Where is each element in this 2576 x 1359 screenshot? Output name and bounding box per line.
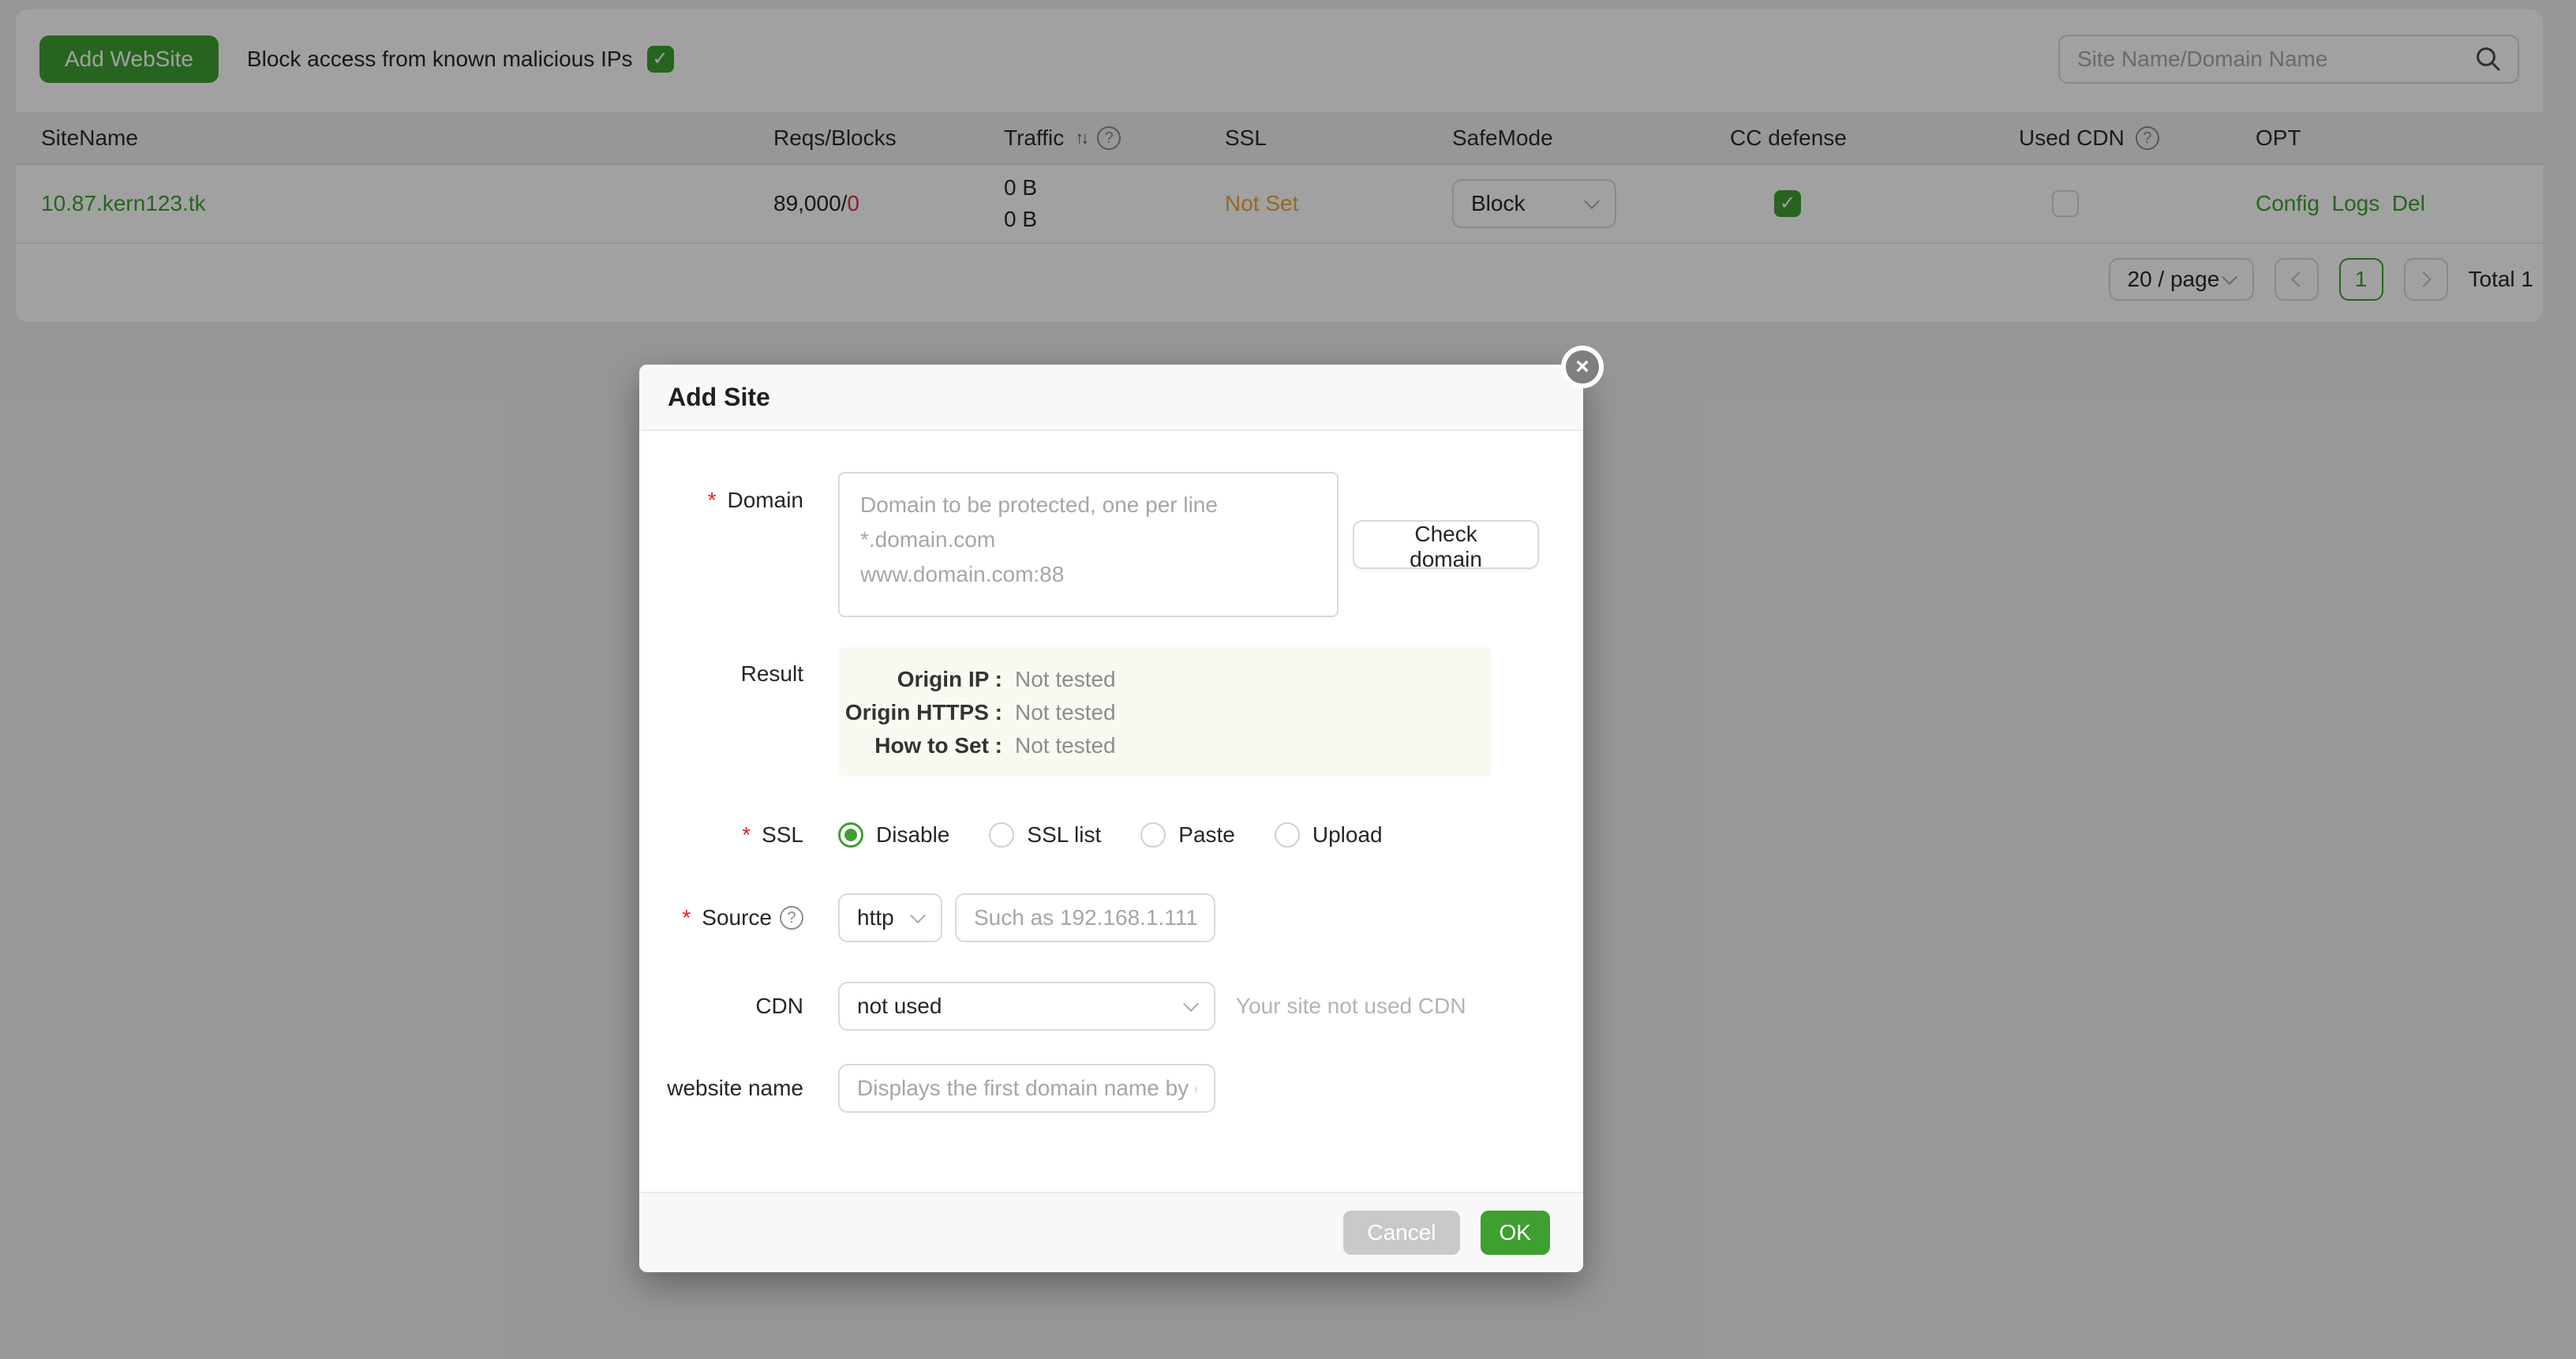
- pagination: 20 / page 1 Total 1: [16, 244, 2543, 301]
- ssl-option-paste[interactable]: Paste: [1140, 822, 1235, 848]
- required-asterisk: *: [682, 905, 691, 930]
- source-protocol-select[interactable]: http: [838, 893, 942, 942]
- blocks-count: 0: [847, 191, 859, 215]
- cc-defense-checkbox[interactable]: ✓: [1774, 190, 1801, 217]
- search-icon[interactable]: [2475, 46, 2502, 73]
- ssl-option-disable[interactable]: Disable: [838, 822, 949, 848]
- modal-body: * Domain Check domain Result Origin IP :…: [639, 431, 1583, 1192]
- cdn-help-icon[interactable]: ?: [2135, 125, 2159, 150]
- cdn-label: CDN: [755, 994, 803, 1018]
- traffic-cell: 0 B 0 B: [979, 164, 1200, 244]
- site-name-link[interactable]: 10.87.kern123.tk: [41, 191, 206, 215]
- logs-link[interactable]: Logs: [2331, 191, 2380, 215]
- prev-page-button[interactable]: [2274, 258, 2319, 301]
- domain-label: * Domain: [707, 488, 803, 512]
- check-domain-button[interactable]: Check domain: [1353, 520, 1539, 571]
- chevron-down-icon: [1183, 996, 1199, 1013]
- cancel-button[interactable]: Cancel: [1343, 1211, 1460, 1255]
- required-asterisk: *: [742, 822, 751, 847]
- block-malicious-toggle: Block access from known malicious IPs ✓: [247, 46, 674, 73]
- sites-panel: Add WebSite Block access from known mali…: [16, 9, 2543, 322]
- radio-icon: [1274, 822, 1300, 848]
- add-site-modal: × Add Site * Domain Check domain Result: [639, 346, 1604, 1272]
- check-result-box: Origin IP : Not tested Origin HTTPS : No…: [838, 647, 1492, 777]
- ssl-label: * SSL: [742, 822, 803, 847]
- ssl-option-upload[interactable]: Upload: [1274, 822, 1383, 848]
- source-label: * Source ?: [639, 905, 803, 930]
- source-help-icon[interactable]: ?: [780, 906, 803, 930]
- ssl-row: * SSL Disable SSL list Paste: [639, 821, 1539, 849]
- ok-button[interactable]: OK: [1480, 1211, 1550, 1255]
- domain-row: * Domain Check domain: [639, 472, 1539, 617]
- block-malicious-label: Block access from known malicious IPs: [246, 47, 633, 71]
- col-opt: OPT: [2230, 112, 2543, 164]
- radio-icon: [989, 822, 1015, 848]
- result-label: Result: [740, 661, 803, 686]
- how-to-set-row: How to Set : Not tested: [874, 733, 1116, 758]
- close-icon[interactable]: ×: [1561, 346, 1604, 388]
- opt-cell: Config Logs Del: [2230, 164, 2543, 244]
- current-page[interactable]: 1: [2338, 258, 2383, 301]
- sites-table: SiteName Reqs/Blocks Traffic ↑↓ ? SSL Sa…: [16, 112, 2543, 244]
- page-size-select[interactable]: 20 / page: [2108, 258, 2254, 301]
- safemode-select[interactable]: Block: [1452, 179, 1616, 228]
- domain-textarea[interactable]: [838, 472, 1339, 617]
- sort-icon[interactable]: ↑↓: [1075, 127, 1089, 148]
- radio-icon: [1140, 822, 1166, 848]
- reqs-blocks-cell: 89,000/0: [748, 164, 979, 244]
- origin-https-row: Origin HTTPS : Not tested: [844, 700, 1116, 724]
- used-cdn-checkbox[interactable]: [2052, 190, 2079, 217]
- result-row: Result Origin IP : Not tested Origin HTT…: [639, 647, 1539, 777]
- total-count: Total 1: [2468, 267, 2534, 291]
- del-link[interactable]: Del: [2391, 191, 2425, 215]
- website-name-label: website name: [667, 1076, 803, 1100]
- col-traffic: Traffic ↑↓ ?: [979, 112, 1200, 164]
- chevron-down-icon: [910, 908, 926, 924]
- website-name-input[interactable]: [838, 1064, 1215, 1113]
- col-sitename: SiteName: [16, 112, 748, 164]
- ssl-option-ssl-list[interactable]: SSL list: [989, 822, 1101, 848]
- modal-header: Add Site: [639, 365, 1583, 431]
- col-ssl: SSL: [1200, 112, 1427, 164]
- source-address-input[interactable]: [955, 893, 1215, 942]
- modal-footer: Cancel OK: [639, 1192, 1583, 1272]
- ssl-radio-group: Disable SSL list Paste Upload: [838, 821, 1383, 849]
- col-used-cdn: Used CDN ?: [1994, 112, 2230, 164]
- toolbar: Add WebSite Block access from known mali…: [16, 9, 2543, 112]
- origin-ip-row: Origin IP : Not tested: [897, 667, 1116, 691]
- modal-title: Add Site: [668, 382, 770, 411]
- table-header-row: SiteName Reqs/Blocks Traffic ↑↓ ? SSL Sa…: [16, 112, 2543, 164]
- traffic-help-icon[interactable]: ?: [1097, 125, 1121, 150]
- col-safemode: SafeMode: [1427, 112, 1705, 164]
- config-link[interactable]: Config: [2256, 191, 2320, 215]
- block-malicious-checkbox[interactable]: ✓: [646, 46, 674, 73]
- source-row: * Source ? http: [639, 893, 1539, 942]
- website-name-row: website name: [639, 1064, 1539, 1113]
- table-row: 10.87.kern123.tk 89,000/0 0 B 0 B Not Se…: [16, 164, 2543, 244]
- required-asterisk: *: [707, 488, 717, 512]
- radio-selected-icon: [838, 822, 863, 848]
- cdn-hint: Your site not used CDN: [1236, 994, 1466, 1018]
- add-website-button[interactable]: Add WebSite: [39, 36, 219, 83]
- col-reqs-blocks: Reqs/Blocks: [748, 112, 979, 164]
- col-cc-defense: CC defense: [1705, 112, 1994, 164]
- ssl-status: Not Set: [1225, 191, 1299, 215]
- search-box: [2058, 35, 2519, 84]
- search-input[interactable]: [2060, 47, 2475, 72]
- cdn-row: CDN not used Your site not used CDN: [639, 982, 1539, 1031]
- cdn-select[interactable]: not used: [838, 982, 1215, 1031]
- next-page-button[interactable]: [2403, 258, 2448, 301]
